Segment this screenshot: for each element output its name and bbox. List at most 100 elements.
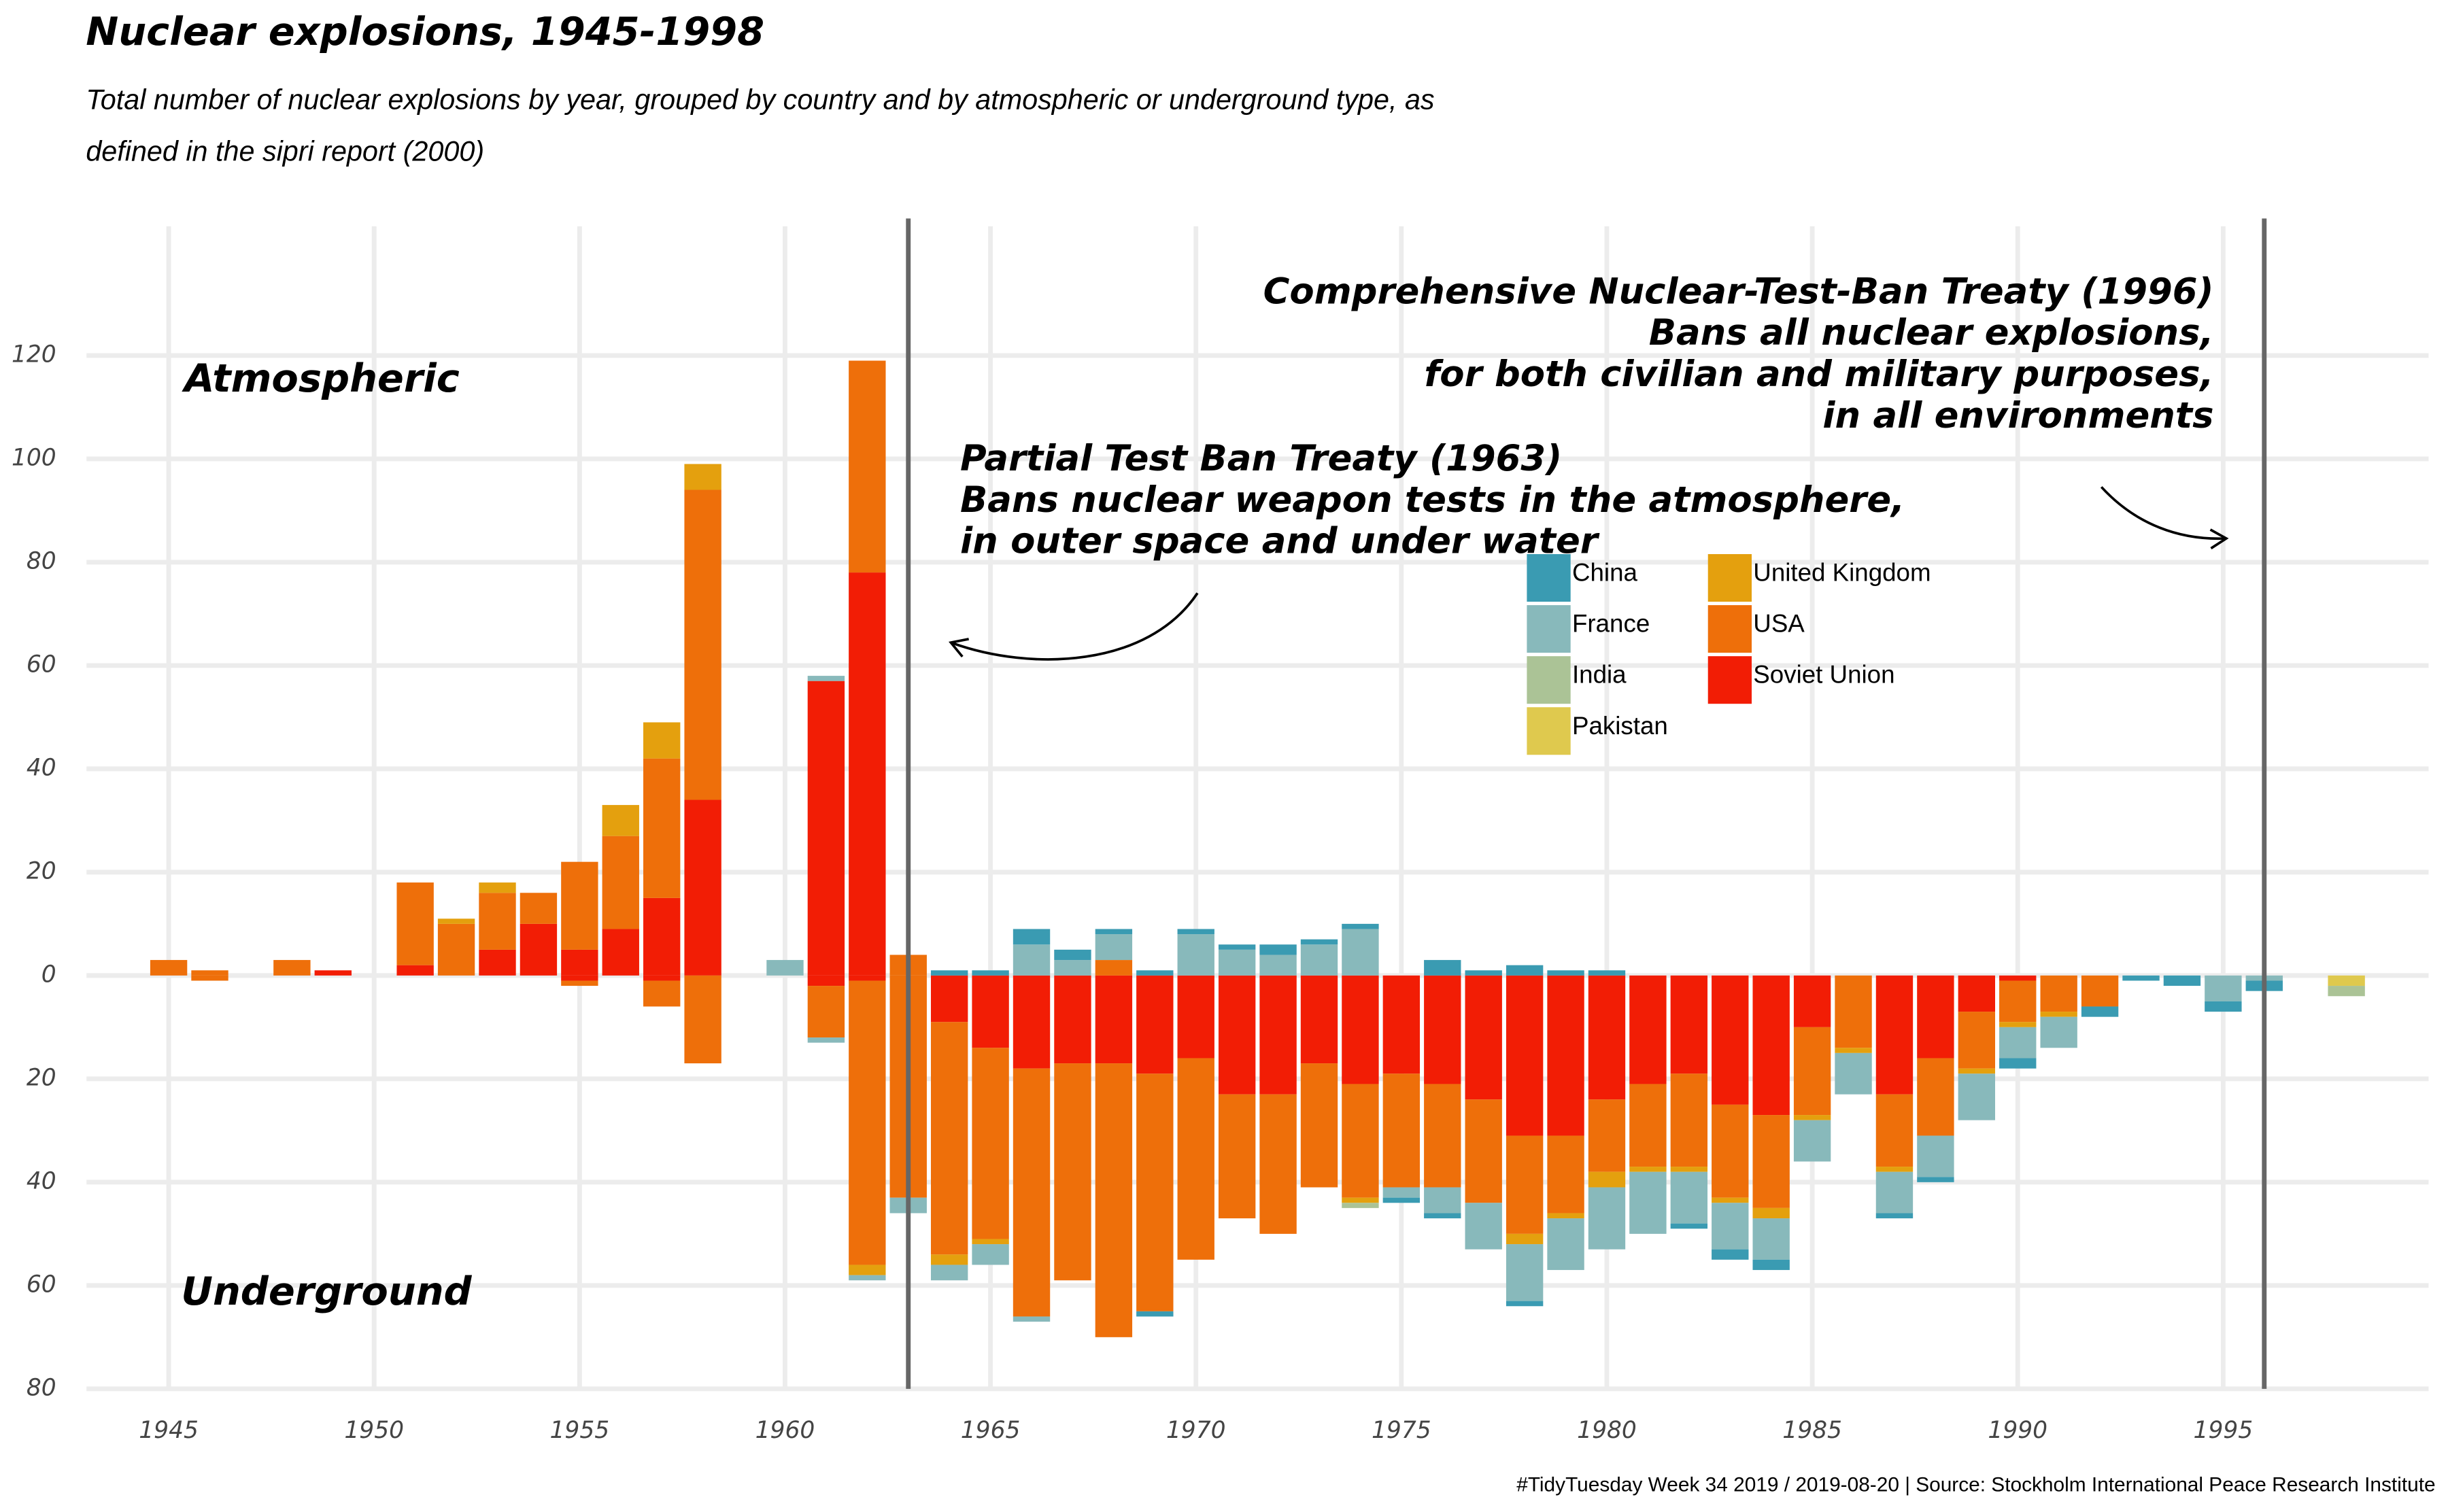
bar-atmospheric xyxy=(684,489,721,800)
x-tick-label: 1980 xyxy=(1577,1417,1637,1444)
bar-underground xyxy=(972,1239,1009,1245)
bar-atmospheric xyxy=(807,676,845,681)
bar-underground xyxy=(2328,986,2365,997)
legend-swatch xyxy=(1527,656,1571,704)
bar-underground xyxy=(1218,1094,1256,1219)
bar-underground xyxy=(1382,975,1421,1074)
bar-underground xyxy=(1712,1197,1749,1203)
bar-atmospheric xyxy=(150,960,188,976)
bar-atmospheric xyxy=(273,960,311,976)
legend-swatch xyxy=(1527,605,1571,653)
bar-underground xyxy=(1424,1213,1461,1219)
bar-underground xyxy=(1177,975,1214,1059)
bar-underground xyxy=(1013,1068,1051,1317)
bar-underground xyxy=(1712,1249,1749,1260)
bar-underground xyxy=(2040,975,2077,1012)
legend-swatch xyxy=(1707,605,1752,653)
bar-underground xyxy=(1793,975,1831,1027)
bar-atmospheric xyxy=(479,949,516,976)
bar-underground xyxy=(1670,1167,1708,1172)
grid: 80 60 40 20 0 20 40 60 80 100 120 1945 1950 1955 1960 1… xyxy=(12,226,2429,1444)
bar-underground xyxy=(807,1037,845,1043)
bar-atmospheric xyxy=(849,360,886,573)
bar-underground xyxy=(1670,1171,1708,1224)
bar-underground xyxy=(1465,975,1502,1100)
bar-underground xyxy=(1506,1233,1544,1245)
bar-underground xyxy=(1752,1259,1790,1271)
bar-atmospheric xyxy=(1095,929,1133,935)
bar-atmospheric xyxy=(437,918,475,924)
y-tick-label: 80 xyxy=(27,547,56,574)
bar-atmospheric xyxy=(807,681,845,976)
bar-atmospheric xyxy=(643,722,681,759)
legend-label: Soviet Union xyxy=(1753,661,1894,689)
bar-atmospheric xyxy=(1218,949,1256,976)
bar-atmospheric xyxy=(1054,960,1091,976)
x-tick-label: 1970 xyxy=(1166,1417,1226,1444)
bar-underground xyxy=(807,975,845,986)
y-tick-label: 20 xyxy=(27,857,56,884)
y-tick-label: 120 xyxy=(12,341,56,368)
bar-underground xyxy=(2040,1016,2077,1048)
x-tick-label: 1990 xyxy=(1988,1417,2047,1444)
bar-atmospheric xyxy=(1013,944,1051,976)
bar-underground xyxy=(643,975,681,981)
bar-underground xyxy=(2163,975,2201,986)
x-tick-label: 1985 xyxy=(1782,1417,1842,1444)
bar-underground xyxy=(807,986,845,1038)
bar-atmospheric xyxy=(602,836,639,929)
legend-label: USA xyxy=(1753,610,1805,638)
bar-atmospheric xyxy=(1300,944,1338,976)
bar-atmospheric xyxy=(520,893,558,924)
x-tick-label: 1975 xyxy=(1372,1417,1431,1444)
bar-atmospheric xyxy=(1547,970,1584,976)
bar-atmospheric xyxy=(1259,944,1297,955)
bar-underground xyxy=(1712,975,1749,1105)
bar-underground xyxy=(1835,1052,1872,1095)
panel-label: Atmospheric xyxy=(182,356,460,401)
bar-underground xyxy=(849,980,886,1265)
bar-underground xyxy=(1342,975,1379,1084)
chart-subtitle: Total number of nuclear explosions by ye… xyxy=(86,84,1435,167)
bar-underground xyxy=(1095,975,1133,1064)
bar-underground xyxy=(1588,1171,1626,1188)
bar-atmospheric xyxy=(1465,970,1502,976)
bar-atmospheric xyxy=(479,882,516,893)
bar-underground xyxy=(1629,1167,1667,1172)
bar-underground xyxy=(1095,1063,1133,1337)
bar-underground xyxy=(2205,975,2242,1001)
bar-underground xyxy=(1875,1167,1914,1172)
bar-underground xyxy=(2122,975,2160,981)
bar-atmospheric xyxy=(1588,970,1626,976)
y-tick-label: 80 xyxy=(27,1374,56,1401)
legend-label: China xyxy=(1572,559,1638,587)
bar-atmospheric xyxy=(684,800,721,976)
bar-atmospheric xyxy=(643,758,681,898)
bar-underground xyxy=(972,1244,1009,1265)
bar-underground xyxy=(1835,975,1872,1048)
bar-underground xyxy=(1013,1316,1051,1322)
bar-atmospheric xyxy=(1013,929,1051,945)
legend-label: Pakistan xyxy=(1572,712,1668,740)
bar-underground xyxy=(1793,1120,1831,1162)
bar-atmospheric xyxy=(1342,923,1379,929)
bar-underground xyxy=(561,980,598,986)
bar-underground xyxy=(1342,1084,1379,1198)
bar-underground xyxy=(1629,975,1667,1084)
bar-underground xyxy=(684,975,721,1064)
bar-underground xyxy=(1342,1197,1379,1203)
bar-underground xyxy=(1588,1187,1626,1250)
bar-underground xyxy=(1999,1022,2037,1027)
bar-atmospheric xyxy=(849,572,886,976)
bar-atmospheric xyxy=(930,970,968,976)
bar-underground xyxy=(1958,1068,1995,1074)
legend-label: France xyxy=(1572,610,1650,638)
bar-atmospheric xyxy=(1424,960,1461,976)
bar-underground xyxy=(1547,1218,1584,1271)
y-tick-label: 40 xyxy=(27,1167,56,1195)
bar-underground xyxy=(1875,1094,1914,1167)
bar-underground xyxy=(1999,1058,2037,1069)
x-tick-label: 1965 xyxy=(961,1417,1021,1444)
caption: #TidyTuesday Week 34 2019 / 2019-08-20 |… xyxy=(1516,1474,2435,1496)
bar-underground xyxy=(561,975,598,981)
